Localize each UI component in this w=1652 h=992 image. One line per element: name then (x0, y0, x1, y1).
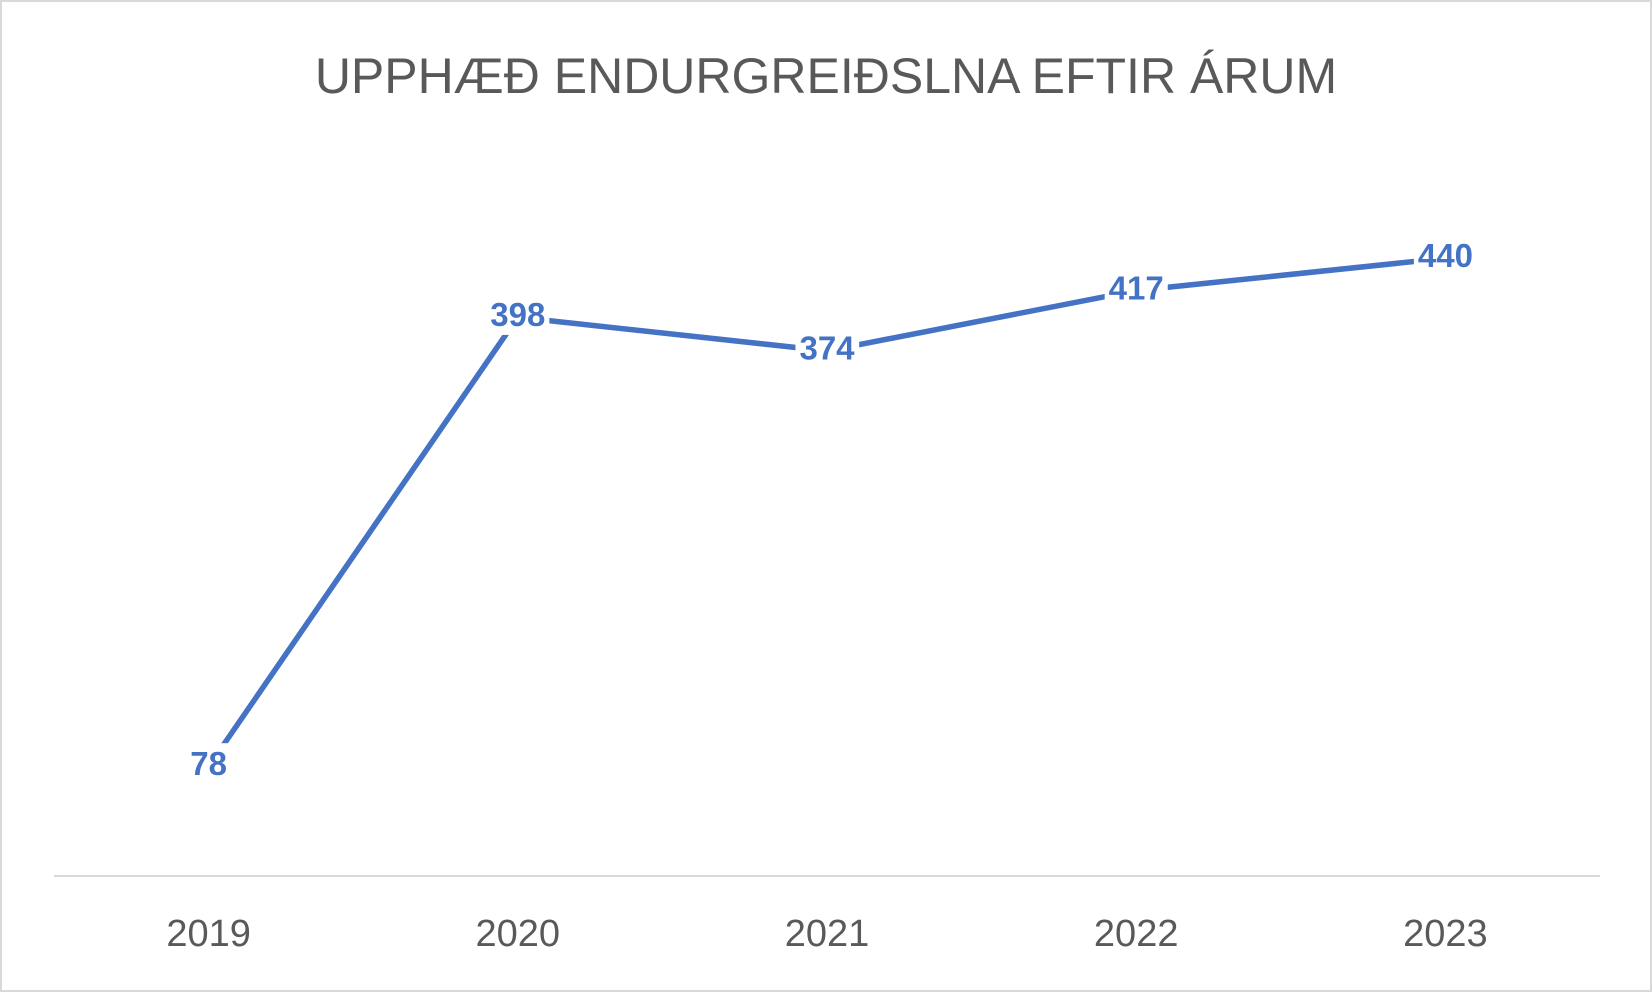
x-tick-label: 2019 (166, 913, 251, 955)
data-label: 417 (1109, 269, 1164, 306)
data-label: 374 (799, 330, 855, 367)
data-label: 440 (1418, 237, 1473, 274)
chart-title: UPPHÆÐ ENDURGREIÐSLNA EFTIR ÁRUM (315, 48, 1337, 104)
x-tick-label: 2023 (1403, 913, 1488, 955)
data-label-bg (795, 327, 860, 369)
data-label: 78 (190, 745, 227, 782)
data-label-bg (1104, 267, 1168, 309)
x-tick-label: 2020 (476, 913, 561, 955)
data-label-bg (1413, 234, 1477, 276)
data-label-bg (486, 293, 550, 335)
data-label-bg (186, 743, 231, 785)
x-tick-label: 2022 (1094, 913, 1179, 955)
x-tick-label: 2021 (785, 913, 870, 955)
data-label: 398 (490, 296, 545, 333)
